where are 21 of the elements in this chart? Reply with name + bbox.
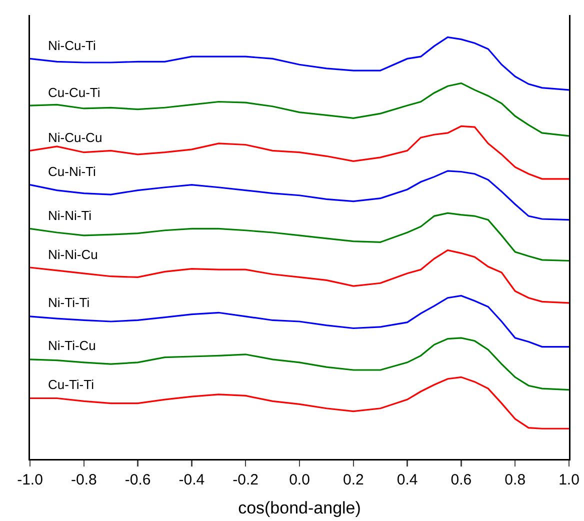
x-tick-label: -0.2 [232,472,259,488]
series-label: Cu-Ni-Ti [48,164,96,179]
series-label: Ni-Ni-Ti [48,208,92,223]
x-tick-label: 0.2 [342,472,364,488]
x-tick-label: -1.0 [17,472,43,488]
x-tick-label: -0.8 [70,472,97,488]
x-tick-label: 0.0 [289,472,310,488]
series-label: Ni-Cu-Cu [48,130,102,145]
series-label: Cu-Cu-Ti [48,85,100,100]
x-tick-label: -0.6 [124,472,151,488]
x-tick-label: 0.6 [450,472,472,488]
series-label: Ni-Ti-Cu [48,338,96,353]
x-tick-label: -0.4 [178,472,205,488]
x-tick-label: 0.4 [396,472,418,488]
series-label: Cu-Ti-Ti [48,377,94,392]
series-label: Ni-Ti-Ti [48,295,90,310]
series-label: Ni-Ni-Cu [48,247,98,262]
x-axis-title: cos(bond-angle) [238,498,361,518]
x-tick-label: 0.8 [504,472,526,488]
series-label: Ni-Cu-Ti [48,38,96,53]
x-tick-label: 1.0 [558,472,580,488]
